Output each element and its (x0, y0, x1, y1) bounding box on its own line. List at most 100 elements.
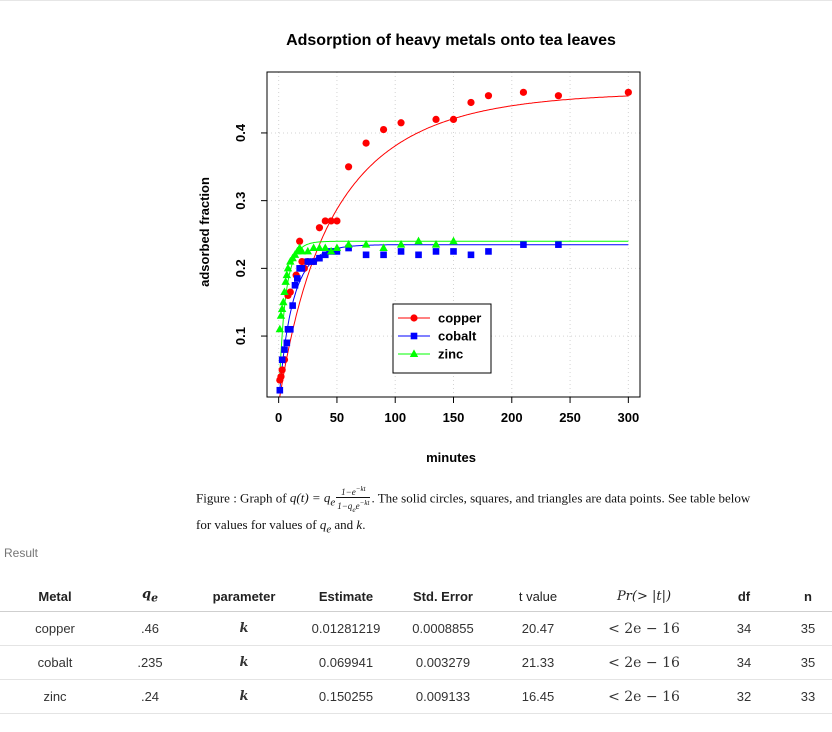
cell-std-error: 0.009133 (394, 679, 492, 714)
header-estimate: Estimate (298, 581, 394, 612)
data-point-cobalt (278, 356, 286, 364)
cell-metal: copper (0, 611, 110, 646)
data-point-zinc (326, 246, 336, 255)
data-point-zinc (332, 243, 342, 252)
data-point-cobalt (304, 258, 312, 265)
cell-qe: .235 (110, 645, 190, 680)
data-point-zinc (280, 287, 289, 296)
data-point-zinc (361, 240, 371, 248)
data-point-cobalt (291, 281, 299, 289)
caption-qe: qe (319, 516, 332, 536)
cell-df: 32 (704, 679, 784, 714)
cell-n: 35 (784, 611, 832, 646)
cell-t-value: 20.47 (492, 611, 584, 646)
legend-marker-cobalt (410, 332, 418, 340)
data-point-copper (362, 139, 370, 147)
cell-std-error: 0.0008855 (394, 611, 492, 646)
y-tick-label: 0.2 (233, 259, 248, 277)
header-std-error: Std. Error (394, 581, 492, 612)
legend-box (392, 303, 492, 374)
top-divider (0, 0, 832, 1)
y-tick-label: 0.3 (233, 192, 248, 210)
y-axis: 0.1 0.2 0.3 0.4 (233, 123, 267, 345)
legend-label-cobalt: cobalt (438, 329, 477, 344)
x-axis: 0 50 100 150 200 250 300 (275, 397, 639, 425)
data-point-zinc (431, 240, 441, 248)
data-point-zinc (283, 263, 293, 272)
cell-n: 33 (784, 679, 832, 714)
data-point-zinc (321, 243, 330, 252)
cell-p-value: < 2e − 16 (584, 645, 704, 680)
legend-marker-copper (410, 314, 418, 322)
x-tick-label: 100 (384, 410, 406, 425)
data-point-copper (321, 217, 329, 225)
caption-k: k (356, 516, 363, 532)
x-tick-label: 50 (330, 410, 344, 425)
data-point-cobalt (283, 339, 291, 347)
data-point-copper (432, 115, 440, 123)
data-point-copper (379, 125, 388, 134)
data-point-copper (296, 237, 304, 245)
data-points (275, 88, 632, 394)
data-point-copper (315, 224, 324, 232)
result-table: Metal qe parameter Estimate Std. Error t… (0, 581, 832, 714)
data-point-cobalt (294, 275, 301, 282)
header-metal: Metal (0, 581, 110, 612)
cell-metal: cobalt (0, 645, 110, 680)
data-point-cobalt (281, 346, 288, 353)
data-point-cobalt (555, 241, 562, 248)
data-point-zinc (281, 277, 290, 285)
data-point-cobalt (380, 251, 387, 259)
data-point-cobalt (415, 251, 422, 259)
legend-label-copper: copper (438, 311, 481, 326)
table-row: copper .46 k 0.01281219 0.0008855 20.47 … (0, 611, 832, 646)
cell-p-value: < 2e − 16 (584, 679, 704, 714)
x-tick-label: 300 (617, 410, 639, 425)
header-parameter: parameter (190, 581, 298, 612)
data-point-zinc (379, 243, 388, 252)
data-point-copper (519, 88, 528, 96)
data-point-zinc (303, 246, 312, 255)
data-point-copper (333, 217, 341, 225)
data-point-zinc (309, 243, 318, 252)
data-point-copper (344, 163, 353, 171)
data-point-cobalt (310, 258, 317, 265)
y-tick-label: 0.4 (233, 123, 248, 142)
data-point-zinc (396, 240, 406, 248)
data-point-zinc (297, 246, 307, 255)
legend-label-zinc: zinc (438, 347, 463, 362)
y-tick-label: 0.1 (233, 327, 248, 345)
data-point-cobalt (485, 248, 492, 255)
x-tick-label: 150 (443, 410, 465, 425)
cell-n: 35 (784, 645, 832, 680)
data-point-cobalt (432, 248, 440, 255)
caption-formula: q(t) = qe 1−e−kt 1−qee−kt (289, 485, 371, 514)
cell-qe: .46 (110, 611, 190, 646)
cell-t-value: 21.33 (492, 645, 584, 680)
data-point-copper (278, 366, 286, 374)
data-point-zinc (414, 236, 423, 245)
data-point-zinc (275, 324, 285, 333)
header-qe: qe (110, 581, 190, 612)
figure-caption: Figure : Graph of q(t) = qe 1−e−kt 1−qee−k… (196, 485, 751, 536)
caption-body: . The solid circles, squares, and triang… (196, 490, 751, 532)
cell-parameter: k (190, 645, 298, 680)
data-point-zinc (276, 311, 286, 319)
legend: copper cobalt zinc (392, 303, 492, 374)
data-point-cobalt (467, 251, 475, 259)
data-point-zinc (315, 243, 324, 252)
cell-t-value: 16.45 (492, 679, 584, 714)
cell-df: 34 (704, 645, 784, 680)
cell-df: 34 (704, 611, 784, 646)
data-point-zinc (282, 270, 292, 279)
data-point-copper (554, 92, 563, 100)
caption-lead: Figure : Graph of (196, 490, 290, 506)
adsorption-chart: Adsorption of heavy metals onto tea leav… (197, 32, 641, 465)
cell-estimate: 0.01281219 (298, 611, 394, 646)
data-point-cobalt (321, 251, 329, 259)
data-point-copper (467, 98, 475, 107)
data-point-cobalt (316, 254, 323, 262)
data-point-cobalt (397, 248, 405, 255)
data-point-cobalt (362, 251, 370, 259)
legend-marker-zinc (409, 349, 419, 357)
